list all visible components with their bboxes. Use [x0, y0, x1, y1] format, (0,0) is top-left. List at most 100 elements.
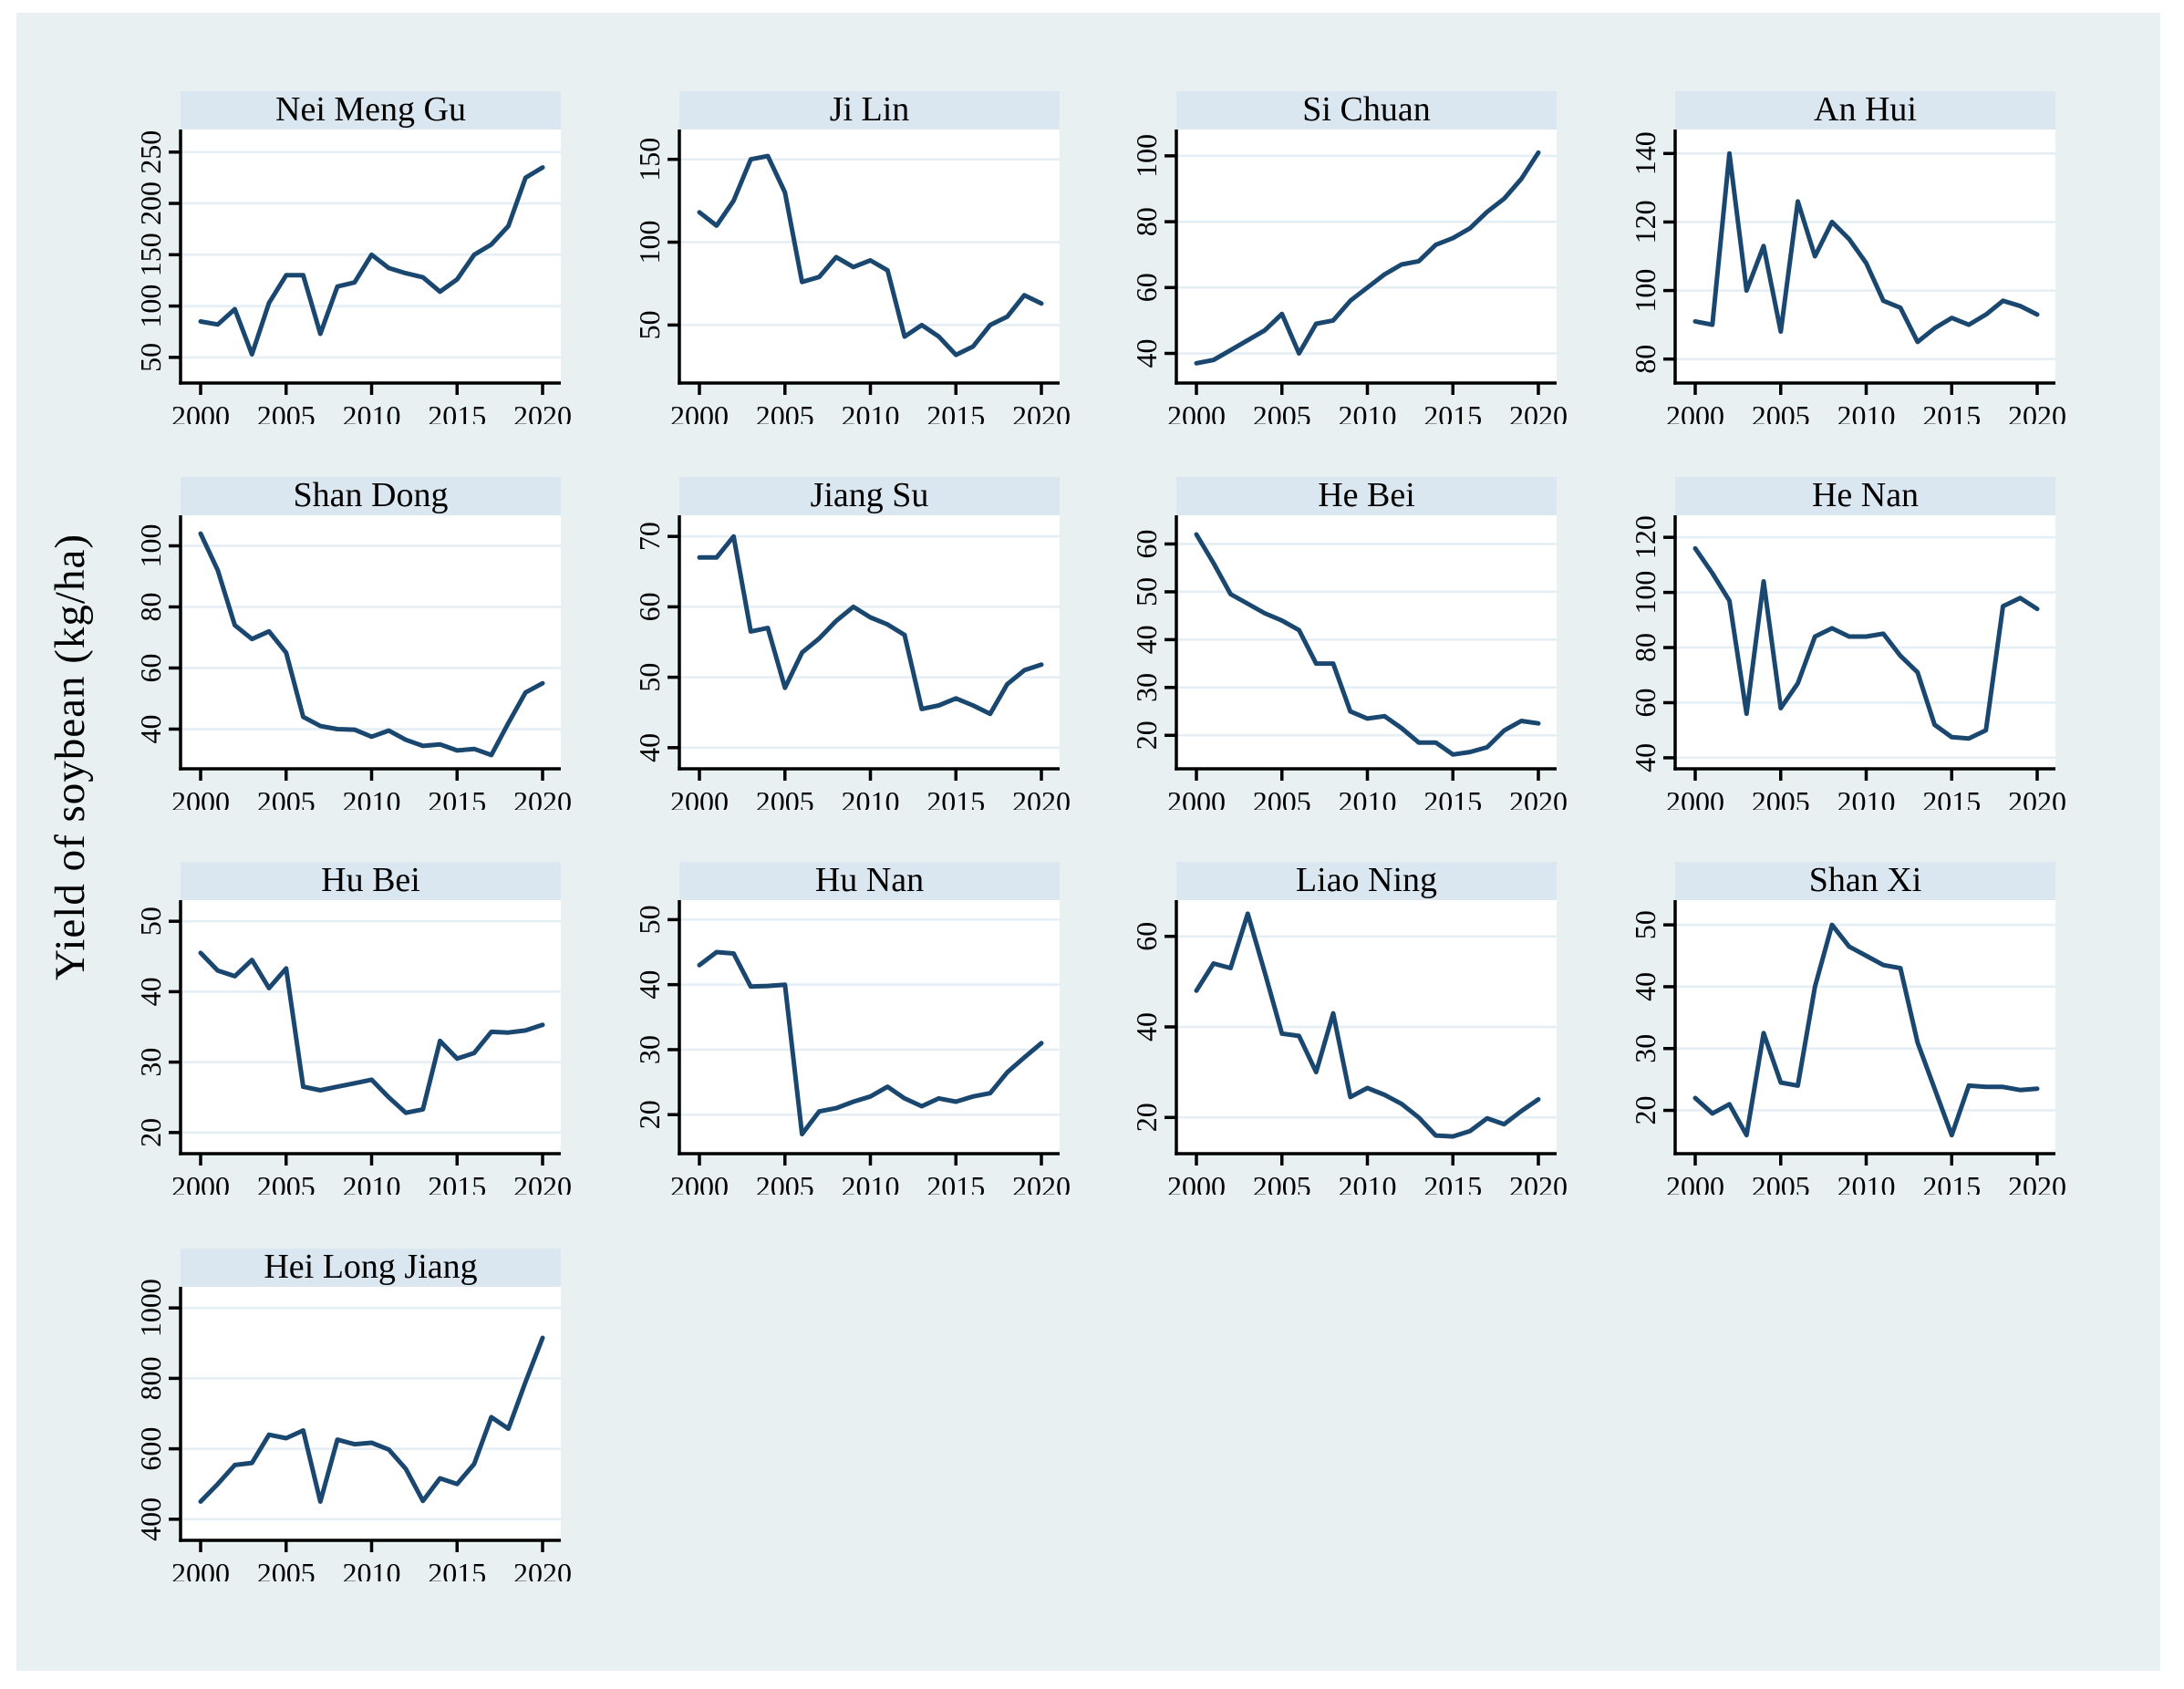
x-tick-label: 2005 — [756, 785, 814, 810]
plot-area — [181, 1287, 561, 1540]
y-tick-label: 40 — [134, 714, 167, 743]
y-tick-label: 100 — [134, 523, 167, 567]
x-tick-label: 2010 — [1339, 1170, 1397, 1195]
y-tick-label: 40 — [134, 977, 167, 1006]
x-tick-label: 2000 — [171, 785, 230, 810]
x-tick-label: 2015 — [1922, 399, 1981, 424]
plot-area — [1176, 130, 1557, 383]
x-tick-label: 2000 — [1167, 1170, 1226, 1195]
y-tick-label: 70 — [633, 522, 666, 551]
panel-plot: Ji Lin 50 100 150 2000 2005 2010 2015 2020 — [633, 91, 1071, 424]
x-tick-label: 2010 — [1837, 785, 1896, 810]
y-tick-label: 120 — [1629, 200, 1661, 244]
x-tick-label: 2020 — [1509, 785, 1568, 810]
x-tick-label: 2015 — [1922, 785, 1981, 810]
chart-panel-hu-nan: Hu Nan 20 30 40 50 2000 2005 2010 2015 2020 — [617, 862, 1110, 1195]
panel-title-band — [679, 477, 1060, 515]
y-tick-label: 60 — [134, 653, 167, 682]
panel-title-band — [1176, 862, 1557, 900]
y-tick-label: 20 — [1629, 1096, 1661, 1125]
y-tick-label: 100 — [1629, 571, 1661, 615]
plot-area — [181, 515, 561, 769]
x-tick-label: 2005 — [1253, 785, 1311, 810]
x-tick-label: 2020 — [513, 399, 572, 424]
plot-area — [679, 515, 1060, 769]
data-line — [198, 950, 545, 1115]
x-tick-label: 2020 — [513, 785, 572, 810]
chart-panel-liao-ning: Liao Ning 20 40 60 2000 2005 2010 2015 2020 — [1114, 862, 1607, 1195]
x-tick-label: 2005 — [1253, 399, 1311, 424]
y-tick-label: 600 — [134, 1427, 167, 1471]
x-tick-label: 2020 — [1509, 399, 1568, 424]
y-tick-label: 60 — [1130, 922, 1163, 951]
x-tick-label: 2015 — [428, 1170, 486, 1195]
data-line — [1692, 545, 2040, 741]
panel-title: He Nan — [1812, 477, 1919, 514]
x-tick-label: 2015 — [926, 1170, 985, 1195]
panel-title-band — [181, 91, 561, 130]
y-tick-label: 50 — [633, 310, 666, 339]
x-tick-label: 2005 — [756, 399, 814, 424]
plot-area — [1675, 900, 2055, 1154]
x-tick-label: 2010 — [1339, 785, 1397, 810]
x-tick-label: 2005 — [257, 1557, 316, 1581]
x-tick-label: 2000 — [670, 399, 729, 424]
panel-title-band — [1176, 477, 1557, 515]
x-tick-label: 2020 — [1012, 399, 1071, 424]
panel-plot: Liao Ning 20 40 60 2000 2005 2010 2015 2020 — [1130, 862, 1568, 1195]
x-tick-label: 2010 — [343, 785, 401, 810]
x-tick-label: 2005 — [1752, 1170, 1810, 1195]
y-tick-label: 20 — [1130, 1103, 1163, 1132]
y-tick-label: 80 — [1629, 633, 1661, 662]
y-tick-label: 120 — [1629, 515, 1661, 559]
chart-panel-nei-meng-gu: Nei Meng Gu 50 100 150 200 250 2000 2005 2010 201… — [119, 91, 611, 424]
x-tick-label: 2015 — [428, 399, 486, 424]
plot-area — [679, 130, 1060, 383]
x-tick-label: 2015 — [926, 785, 985, 810]
panel-plot: Hu Bei 20 30 40 50 2000 2005 2010 2015 2020 — [134, 862, 572, 1195]
x-tick-label: 2015 — [1423, 1170, 1482, 1195]
x-tick-label: 2000 — [171, 1170, 230, 1195]
panels-grid: Nei Meng Gu 50 100 150 200 250 2000 2005 2010 201… — [16, 13, 2160, 1671]
data-line — [1194, 532, 1541, 757]
y-tick-label: 150 — [633, 138, 666, 181]
panel-title: Hu Nan — [815, 862, 924, 899]
y-tick-label: 80 — [1130, 207, 1163, 236]
panel-title: Liao Ning — [1296, 862, 1437, 899]
chart-panel-shan-xi: Shan Xi 20 30 40 50 2000 2005 2010 2015 2020 — [1613, 862, 2106, 1195]
x-tick-label: 2015 — [926, 399, 985, 424]
panel-title: He Bei — [1318, 477, 1415, 514]
x-tick-label: 2010 — [343, 1170, 401, 1195]
y-tick-label: 30 — [1130, 673, 1163, 702]
panel-title: An Hui — [1814, 91, 1917, 129]
x-tick-label: 2020 — [1012, 1170, 1071, 1195]
x-tick-label: 2005 — [756, 1170, 814, 1195]
panel-plot: Shan Xi 20 30 40 50 2000 2005 2010 2015 2020 — [1629, 862, 2066, 1195]
y-tick-label: 20 — [134, 1118, 167, 1147]
plot-area — [181, 900, 561, 1154]
panel-title: Hei Long Jiang — [264, 1249, 477, 1286]
y-tick-label: 40 — [1130, 339, 1163, 368]
x-tick-label: 2015 — [428, 785, 486, 810]
x-tick-label: 2020 — [513, 1557, 572, 1581]
panel-title: Nei Meng Gu — [275, 91, 466, 129]
y-tick-label: 400 — [134, 1497, 167, 1541]
chart-panel-ji-lin: Ji Lin 50 100 150 2000 2005 2010 2015 2020 — [617, 91, 1110, 424]
x-tick-label: 2020 — [1509, 1170, 1568, 1195]
x-tick-label: 2000 — [1167, 399, 1226, 424]
data-line — [1692, 922, 2040, 1138]
y-tick-label: 50 — [633, 905, 666, 934]
x-tick-label: 2015 — [1423, 399, 1482, 424]
y-tick-label: 50 — [134, 343, 167, 372]
y-tick-label: 50 — [1629, 910, 1661, 939]
panel-title: Hu Bei — [321, 862, 420, 899]
panel-plot: Nei Meng Gu 50 100 150 200 250 2000 2005 2010 201… — [134, 91, 572, 424]
y-tick-label: 50 — [633, 663, 666, 692]
y-tick-label: 30 — [633, 1035, 666, 1064]
x-tick-label: 2000 — [171, 1557, 230, 1581]
data-line — [697, 534, 1044, 717]
y-tick-label: 40 — [633, 970, 666, 1000]
chart-panel-he-nan: He Nan 40 60 80 100 120 2000 2005 2010 2015 2020 — [1613, 477, 2106, 810]
y-tick-label: 100 — [1629, 269, 1661, 313]
